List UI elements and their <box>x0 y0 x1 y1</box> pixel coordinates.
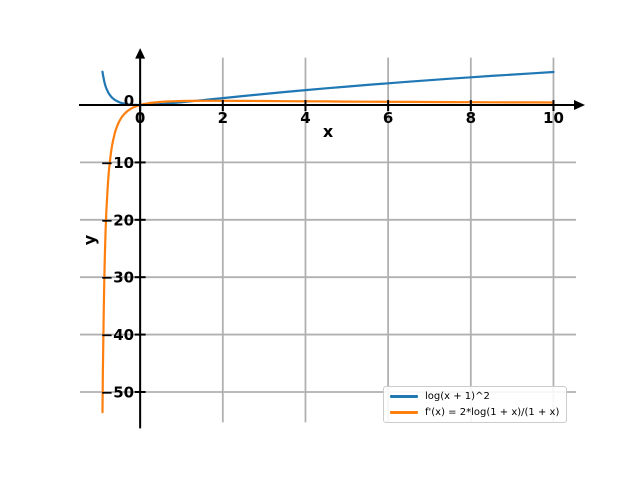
y-tick-label: −50 <box>101 383 134 401</box>
legend-item-derivative: f'(x) = 2*log(1 + x)/(1 + x) <box>390 406 559 419</box>
series-curve-0 <box>101 70 555 107</box>
axis-layer <box>79 48 585 429</box>
y-tick-label: −40 <box>101 326 134 344</box>
label-layer: 0 2 4 6 8 10 0 −10 −20 −30 −40 −50 x y <box>80 92 564 401</box>
x-axis-label: x <box>323 122 334 141</box>
series-curve-1 <box>101 99 555 414</box>
x-axis-arrow-icon <box>574 100 585 111</box>
y-tick-label: −30 <box>101 269 134 287</box>
legend-label-derivative: f'(x) = 2*log(1 + x)/(1 + x) <box>425 407 560 418</box>
legend-line-sample-log <box>390 395 418 398</box>
legend-item-log: log(x + 1)^2 <box>390 390 559 403</box>
x-tick-label: 0 <box>135 109 145 127</box>
y-tick-label: −20 <box>101 211 134 229</box>
legend: log(x + 1)^2 f'(x) = 2*log(1 + x)/(1 + x… <box>383 386 568 423</box>
x-tick-label: 4 <box>300 109 310 127</box>
y-axis-arrow-icon <box>135 48 146 59</box>
x-tick-label: 10 <box>543 109 564 127</box>
y-axis-label: y <box>80 234 99 245</box>
legend-line-sample-derivative <box>390 411 418 414</box>
y-tick-label: −10 <box>101 154 134 172</box>
x-tick-label: 8 <box>466 109 476 127</box>
y-tick-label: 0 <box>124 92 134 110</box>
x-tick-label: 6 <box>383 109 393 127</box>
x-tick-label: 2 <box>218 109 228 127</box>
grid-layer <box>80 57 576 423</box>
legend-label-log: log(x + 1)^2 <box>425 391 490 402</box>
